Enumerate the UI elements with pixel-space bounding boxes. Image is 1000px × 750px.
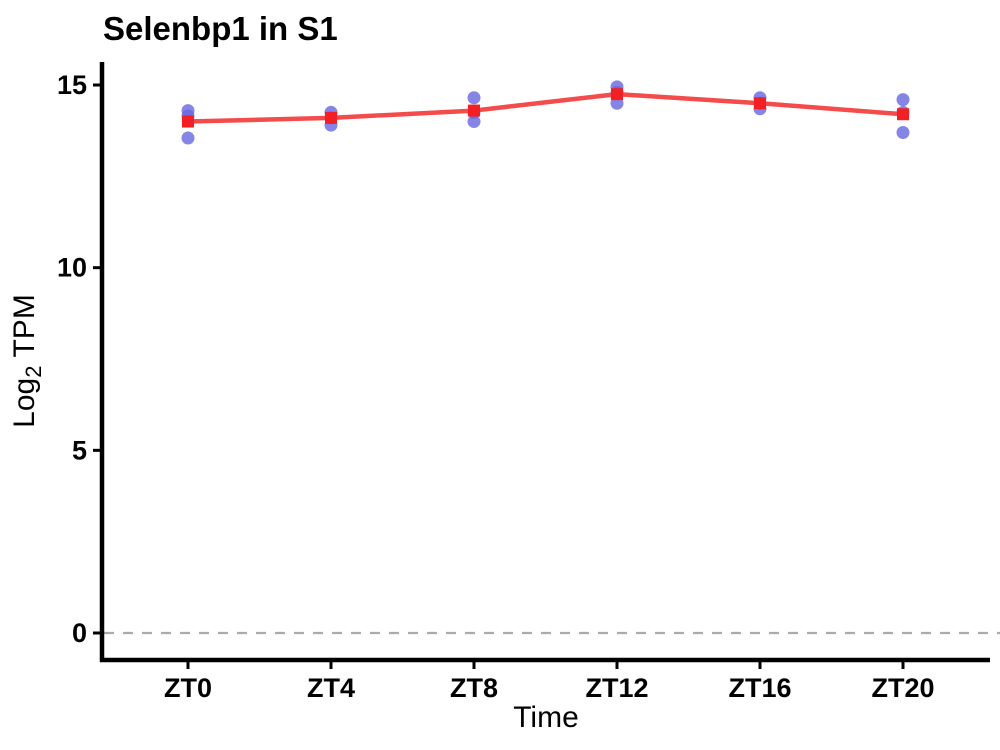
x-tick-label: ZT12 [585,673,648,703]
mean-square-marker [182,115,194,128]
mean-square-marker [611,88,623,101]
replicate-point [896,125,910,139]
mean-line [185,91,906,124]
x-tick-label: ZT8 [450,673,498,703]
replicate-points-layer [181,80,910,145]
replicate-point [181,131,195,145]
y-tick-label: 5 [72,435,87,465]
replicate-point [467,115,481,129]
mean-square-marker [897,108,909,121]
x-tick-label: ZT4 [307,673,355,703]
y-tick-label: 0 [72,618,87,648]
replicate-point [467,91,481,105]
axis-ticks-layer: 0 5 10 15 ZT0 ZT4 ZT8 ZT12 ZT16 ZT20 [57,70,935,703]
x-tick-label: ZT20 [871,673,934,703]
mean-square-marker [754,97,766,110]
mean-square-marker [468,104,480,117]
axis-lines-layer [99,62,990,663]
y-axis-title-suffix: TPM [8,294,41,357]
x-axis-title: Time [513,701,579,734]
mean-line-layer [185,91,906,124]
y-axis-title-prefix: Log [8,378,41,428]
y-tick-label: 15 [57,70,87,100]
chart-title: Selenbp1 in S1 [103,10,338,47]
replicate-point [896,93,910,107]
x-tick-label: ZT16 [728,673,791,703]
y-axis-title-subscript: 2 [21,366,46,378]
y-tick-label: 10 [57,253,87,283]
mean-square-marker [325,111,337,124]
mean-markers-layer [182,88,909,128]
x-tick-label: ZT0 [164,673,212,703]
y-axis-title: Log2 TPM [8,294,46,428]
